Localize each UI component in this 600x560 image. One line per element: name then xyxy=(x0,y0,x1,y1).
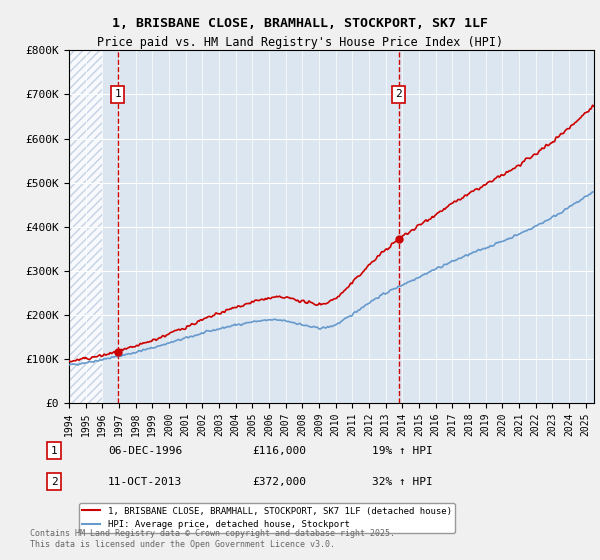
Text: Contains HM Land Registry data © Crown copyright and database right 2025.
This d: Contains HM Land Registry data © Crown c… xyxy=(30,529,395,549)
Text: £116,000: £116,000 xyxy=(252,446,306,456)
Text: 2: 2 xyxy=(395,90,402,100)
Legend: 1, BRISBANE CLOSE, BRAMHALL, STOCKPORT, SK7 1LF (detached house), HPI: Average p: 1, BRISBANE CLOSE, BRAMHALL, STOCKPORT, … xyxy=(79,503,455,533)
Text: 1, BRISBANE CLOSE, BRAMHALL, STOCKPORT, SK7 1LF: 1, BRISBANE CLOSE, BRAMHALL, STOCKPORT, … xyxy=(112,17,488,30)
Text: 2: 2 xyxy=(50,477,58,487)
Text: 19% ↑ HPI: 19% ↑ HPI xyxy=(372,446,433,456)
Text: £372,000: £372,000 xyxy=(252,477,306,487)
Text: 11-OCT-2013: 11-OCT-2013 xyxy=(108,477,182,487)
Text: 32% ↑ HPI: 32% ↑ HPI xyxy=(372,477,433,487)
Text: 1: 1 xyxy=(50,446,58,456)
Text: 06-DEC-1996: 06-DEC-1996 xyxy=(108,446,182,456)
Text: Price paid vs. HM Land Registry's House Price Index (HPI): Price paid vs. HM Land Registry's House … xyxy=(97,36,503,49)
Text: 1: 1 xyxy=(114,90,121,100)
